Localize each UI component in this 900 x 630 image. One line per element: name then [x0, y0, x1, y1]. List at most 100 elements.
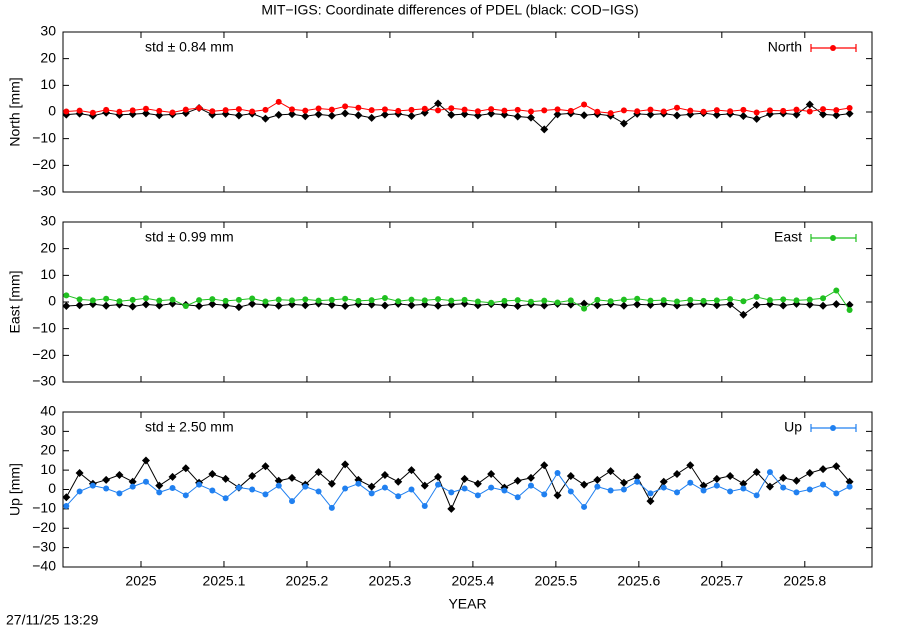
data-point [288, 473, 297, 482]
data-point [235, 296, 242, 303]
data-point [833, 287, 840, 294]
y-tick-label: −10 [32, 129, 56, 145]
data-point [408, 106, 415, 113]
data-point [460, 110, 469, 119]
data-point [514, 297, 521, 304]
data-point [712, 110, 721, 119]
data-point [156, 107, 163, 114]
data-point [594, 296, 601, 303]
data-point [461, 485, 468, 492]
data-point [302, 296, 309, 303]
data-point [221, 474, 230, 483]
data-point [354, 111, 363, 120]
series-line [66, 102, 850, 131]
data-point [341, 302, 350, 310]
data-point [261, 114, 270, 123]
data-point [634, 108, 641, 115]
data-point [221, 301, 230, 310]
data-point [235, 106, 242, 113]
data-point [302, 107, 309, 114]
data-point [182, 303, 189, 309]
data-point [169, 484, 176, 491]
data-point [116, 490, 123, 497]
data-point [142, 478, 149, 485]
data-point [845, 477, 854, 486]
data-point [700, 487, 707, 494]
plot-area [63, 98, 854, 134]
y-tick-label: 20 [40, 49, 56, 65]
data-point [103, 295, 110, 302]
std-annotation: std ± 0.99 mm [145, 229, 234, 245]
data-point [129, 107, 136, 114]
data-point [607, 298, 614, 305]
data-point [156, 489, 163, 496]
x-tick-label: 2025.5 [534, 573, 577, 589]
data-point [567, 107, 574, 114]
data-point [594, 483, 601, 490]
data-point [779, 301, 788, 310]
data-point [195, 302, 204, 310]
data-point [488, 484, 495, 491]
data-point [805, 300, 814, 309]
data-point [646, 110, 655, 119]
data-point [461, 296, 468, 303]
data-point [593, 475, 602, 484]
data-point [793, 106, 800, 113]
data-point [274, 476, 283, 485]
data-point [793, 297, 800, 304]
data-point [381, 106, 388, 113]
data-point [473, 479, 482, 488]
data-point [660, 108, 667, 115]
data-point [421, 297, 428, 304]
data-point [156, 297, 163, 304]
data-point [526, 473, 535, 482]
data-point [620, 296, 627, 303]
data-point [421, 502, 428, 509]
data-point [196, 297, 203, 304]
data-point [792, 476, 801, 485]
data-point [832, 111, 841, 120]
data-point [249, 486, 256, 493]
data-point [712, 301, 721, 310]
y-tick-label: −10 [32, 500, 56, 516]
y-tick-label: 0 [48, 103, 56, 119]
x-tick-label: 2025.1 [203, 573, 246, 589]
y-tick-label: −10 [32, 319, 56, 335]
data-point [168, 472, 177, 481]
data-point [128, 302, 137, 311]
data-point [819, 465, 828, 474]
x-tick-label: 2025.6 [617, 573, 660, 589]
y-axis-label: Up [mm] [7, 463, 23, 516]
y-tick-label: 30 [40, 213, 56, 229]
data-point [673, 470, 682, 478]
data-point [580, 111, 589, 120]
data-point [208, 300, 217, 309]
data-point [833, 490, 840, 497]
data-point [633, 300, 642, 309]
data-point [607, 487, 614, 494]
data-point [740, 106, 747, 113]
data-point [434, 472, 443, 481]
data-point [805, 469, 814, 478]
data-point [646, 300, 655, 309]
data-point [103, 485, 110, 492]
data-point [700, 297, 707, 304]
data-point [540, 125, 549, 134]
data-point [780, 107, 787, 114]
data-point [474, 108, 481, 115]
data-point [342, 485, 349, 492]
data-point [301, 112, 310, 121]
data-point [63, 302, 71, 310]
data-point [435, 296, 442, 303]
data-point [368, 297, 375, 304]
x-tick-label: 2025.3 [369, 573, 412, 589]
data-point [89, 109, 96, 116]
data-point [380, 301, 389, 310]
data-point [674, 298, 681, 305]
data-point [342, 103, 349, 110]
data-point [845, 109, 854, 118]
data-point [102, 475, 111, 484]
data-point [234, 303, 243, 312]
data-point [540, 461, 549, 470]
